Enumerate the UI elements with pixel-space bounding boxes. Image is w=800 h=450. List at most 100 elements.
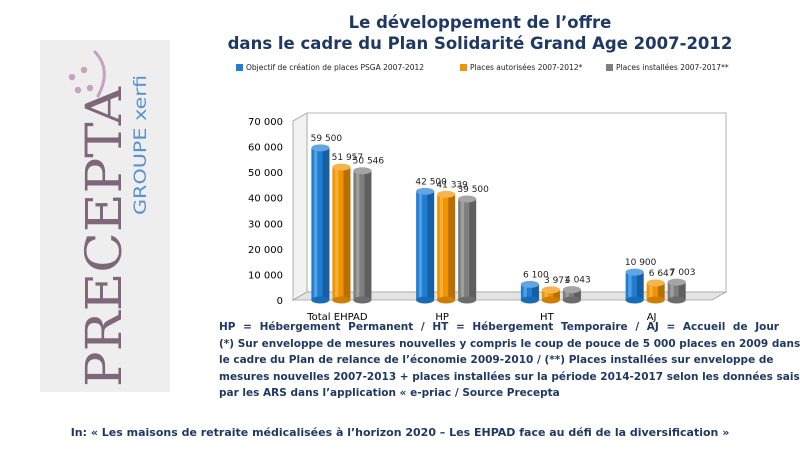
bar-data-label: 41 339 — [436, 180, 468, 190]
bar-shade — [574, 289, 581, 300]
bar-highlight — [439, 194, 444, 300]
chart-frame — [291, 112, 728, 301]
notes-line-5: par les ARS dans l’application « e-priac… — [219, 387, 560, 399]
bar-top — [667, 278, 686, 286]
chart-legend: Objectif de création de places PSGA 2007… — [230, 63, 770, 77]
bar-highlight — [314, 147, 318, 300]
bar-top — [437, 190, 456, 198]
bar-shade — [448, 194, 456, 300]
bar-body — [562, 289, 581, 300]
bar-base — [311, 296, 330, 304]
chart-title: Le développement de l’offre dans le cadr… — [200, 12, 760, 54]
bar-top — [520, 280, 539, 288]
bar-shade — [553, 289, 560, 300]
chart-title-line-1: Le développement de l’offre — [348, 13, 612, 32]
bar-base — [458, 296, 477, 304]
bar-base — [416, 296, 435, 304]
chart-bars — [311, 144, 686, 304]
y-tick-label: 30 000 — [248, 219, 283, 230]
bar — [353, 167, 372, 304]
bar — [332, 163, 351, 304]
bar-top — [416, 187, 435, 195]
legend-swatch-installees — [606, 64, 613, 71]
bar — [437, 190, 456, 304]
notes-line-1: HP = Hébergement Permanent / HT = Héberg… — [219, 321, 779, 333]
bar-highlight — [628, 272, 632, 300]
legend-item-objectif: Objectif de création de places PSGA 2007… — [236, 63, 424, 72]
bar — [625, 268, 644, 304]
bar-top — [541, 286, 560, 294]
bar — [667, 278, 686, 304]
y-tick-label: 10 000 — [248, 270, 283, 281]
x-category-label: Total EHPAD — [306, 312, 368, 323]
bar-data-label: 51 957 — [332, 153, 364, 163]
bar-top — [353, 167, 372, 175]
y-tick-label: 50 000 — [248, 168, 283, 179]
bar-data-label: 6 647 — [649, 269, 675, 279]
legend-label-installees: Places installées 2007-2017** — [616, 63, 729, 72]
source-caption: In: « Les maisons de retraite médicalisé… — [70, 426, 730, 439]
bar-shade — [636, 272, 644, 300]
bar-data-label: 7 003 — [670, 268, 696, 278]
y-tick-label: 70 000 — [248, 117, 283, 128]
bar-data-label: 39 500 — [457, 185, 489, 195]
bar-highlight — [565, 289, 569, 300]
chart-notes: HP = Hébergement Permanent / HT = Héberg… — [219, 319, 800, 402]
bar-highlight — [523, 284, 527, 300]
bar-base — [332, 296, 351, 304]
bar-shade — [532, 284, 539, 300]
bar-shade — [469, 198, 477, 300]
bar-base — [667, 296, 686, 304]
notes-line-3: le cadre du Plan de relance de l’économi… — [219, 354, 774, 366]
logo-group-text: GROUPE xerfi — [131, 75, 151, 215]
legend-swatch-autorisees — [460, 64, 467, 71]
bar-shade — [657, 283, 665, 300]
bar-data-label: 50 546 — [353, 157, 385, 167]
x-category-label: AJ — [647, 312, 657, 323]
bar-shade — [322, 147, 330, 300]
notes-line-2: (*) Sur enveloppe de mesures nouvelles y… — [219, 337, 800, 350]
bar-base — [646, 296, 665, 304]
y-tick-label: 60 000 — [248, 143, 283, 154]
y-tick-label: 20 000 — [248, 245, 283, 256]
bar-highlight — [460, 198, 465, 300]
bar-shade — [343, 167, 351, 300]
bar-top — [646, 279, 665, 287]
chart-side-wall — [292, 112, 308, 301]
bar-top — [332, 163, 351, 171]
bar-shade — [678, 282, 686, 300]
bar-base — [541, 296, 560, 304]
bar-data-label: 3 971 — [544, 276, 570, 286]
logo-brand-text: PRECEPTA — [75, 86, 133, 387]
bar-data-label: 6 100 — [523, 270, 549, 280]
bar-shade — [427, 191, 435, 300]
chart-title-line-2: dans le cadre du Plan Solidarité Grand A… — [227, 34, 733, 53]
bar-body — [541, 289, 560, 300]
bar-base — [520, 296, 539, 304]
bar-top — [458, 195, 477, 203]
y-tick-label: 0 — [277, 296, 283, 307]
notes-line-4: mesures nouvelles 2007-2013 + places ins… — [219, 370, 800, 383]
x-category-label: HT — [540, 312, 555, 323]
bar-data-label: 4 043 — [565, 276, 591, 286]
bar-base — [437, 296, 456, 304]
legend-item-installees: Places installées 2007-2017** — [606, 63, 729, 72]
bar-highlight — [670, 282, 674, 300]
bar-base — [625, 296, 644, 304]
bar-highlight — [418, 191, 423, 300]
bar-top — [562, 286, 581, 294]
bar — [646, 279, 665, 304]
bar — [520, 280, 539, 304]
bar-data-label: 59 500 — [311, 134, 343, 144]
bar-highlight — [544, 289, 548, 300]
bar — [541, 286, 560, 304]
bar-highlight — [356, 170, 360, 300]
bar — [416, 187, 435, 304]
legend-label-objectif: Objectif de création de places PSGA 2007… — [246, 63, 425, 72]
x-category-label: HP — [435, 312, 449, 323]
bar-base — [562, 296, 581, 304]
bar-top — [311, 144, 330, 152]
